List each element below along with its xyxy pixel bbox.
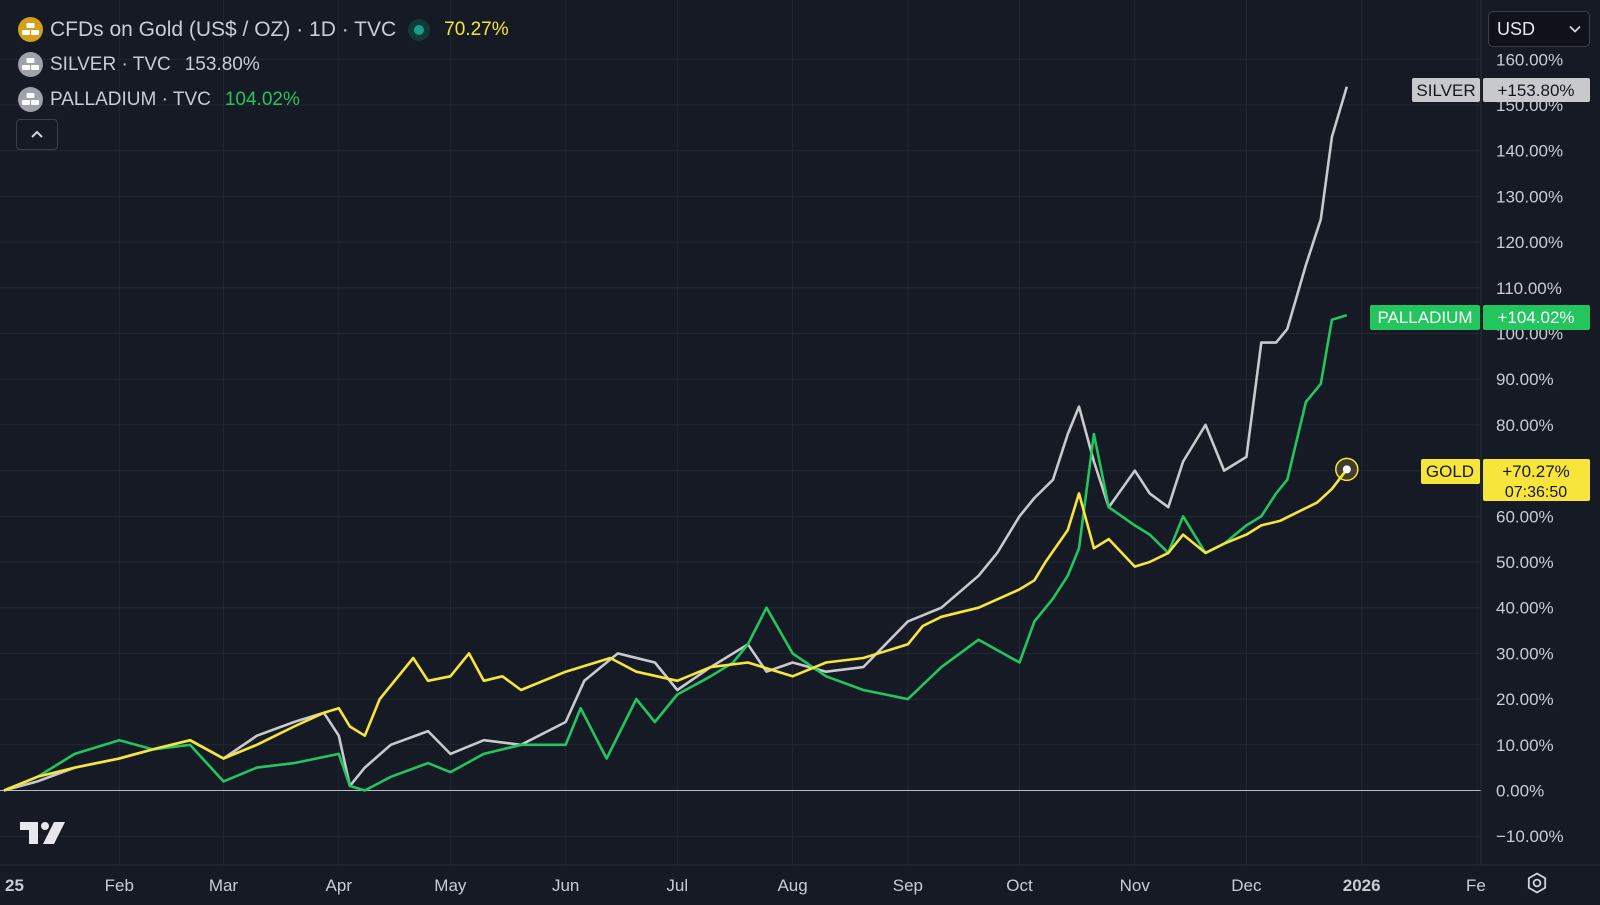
y-tick-label: 120.00%: [1496, 233, 1563, 252]
time-axis[interactable]: 25 Feb Mar Apr May Jun Jul Aug Sep Oct Nov Dec 2026 F…: [5, 876, 1486, 895]
gold-last-point-marker: [1335, 457, 1359, 482]
legend-palladium[interactable]: PALLADIUM · TVC 104.02%: [18, 82, 509, 117]
legend-gold[interactable]: CFDs on Gold (US$ / OZ) · 1D · TVC 70.27…: [18, 12, 509, 47]
silver-series-line: [3, 86, 1349, 792]
chevron-down-icon: [1569, 25, 1581, 33]
y-tick-label: 10.00%: [1496, 736, 1554, 755]
gold-countdown: 07:36:50: [1505, 484, 1567, 501]
currency-select-value: USD: [1497, 18, 1536, 39]
legend-silver-title: SILVER · TVC: [50, 53, 171, 75]
tradingview-logo[interactable]: [20, 820, 66, 851]
gold-bars-icon: [18, 17, 43, 42]
y-tick-label: 0.00%: [1496, 782, 1544, 801]
x-tick-label: Feb: [105, 876, 134, 895]
x-tick-label: 25: [5, 876, 24, 895]
silver-label-value: +153.80%: [1497, 81, 1574, 100]
settings-button[interactable]: [1526, 872, 1548, 899]
legend-collapse-button[interactable]: [16, 119, 58, 150]
silver-label-name: SILVER: [1416, 81, 1475, 100]
y-tick-label: 50.00%: [1496, 553, 1554, 572]
y-tick-label: 110.00%: [1496, 279, 1562, 298]
market-status-icon[interactable]: [408, 18, 431, 41]
palladium-label-value: +104.02%: [1497, 308, 1574, 327]
currency-select[interactable]: USD: [1488, 11, 1590, 47]
palladium-series-line: [3, 313, 1348, 792]
silver-price-label: SILVER +153.80%: [1412, 78, 1590, 102]
x-tick-label: Aug: [777, 876, 807, 895]
x-tick-label: Dec: [1231, 876, 1262, 895]
x-tick-label: Mar: [209, 876, 239, 895]
gold-label-name: GOLD: [1426, 462, 1474, 481]
legend-palladium-title: PALLADIUM · TVC: [50, 88, 211, 110]
last-point-dot: [1342, 465, 1351, 474]
price-axis[interactable]: −10.00% 0.00% 10.00% 20.00% 30.00% 40.00% 50.0…: [1496, 50, 1564, 846]
gold-price-label: GOLD +70.27% 07:36:50: [1421, 459, 1590, 501]
x-tick-label: Jun: [552, 876, 579, 895]
series-lines: [3, 86, 1349, 792]
legend-gold-title: CFDs on Gold (US$ / OZ) · 1D · TVC: [50, 17, 397, 41]
silver-bars-icon: [18, 52, 43, 77]
palladium-bars-icon: [18, 87, 43, 112]
legend-palladium-value: 104.02%: [224, 88, 300, 110]
x-tick-label: Jul: [666, 876, 688, 895]
palladium-price-label: PALLADIUM +104.02%: [1370, 305, 1590, 330]
y-tick-label: −10.00%: [1496, 827, 1564, 846]
legend-gold-value: 70.27%: [444, 18, 509, 40]
y-tick-label: 90.00%: [1496, 370, 1554, 389]
legend-silver[interactable]: SILVER · TVC 153.80%: [18, 47, 509, 82]
x-tick-label: Apr: [326, 876, 353, 895]
chevron-up-icon: [31, 130, 43, 138]
x-tick-label: Oct: [1006, 876, 1033, 895]
x-tick-label: Nov: [1120, 876, 1151, 895]
y-tick-label: 140.00%: [1496, 142, 1563, 161]
y-tick-label: 30.00%: [1496, 644, 1554, 663]
legend-silver-value: 153.80%: [184, 53, 260, 75]
gold-label-value: +70.27%: [1502, 462, 1570, 481]
y-tick-label: 80.00%: [1496, 416, 1554, 435]
price-labels: SILVER +153.80% PALLADIUM +104.02% GOLD …: [1370, 78, 1590, 501]
x-tick-label: 2026: [1343, 876, 1381, 895]
y-tick-label: 130.00%: [1496, 187, 1563, 206]
x-tick-label: Fe: [1466, 876, 1486, 895]
grid: [0, 0, 1481, 865]
x-tick-label: Sep: [893, 876, 923, 895]
y-tick-label: 60.00%: [1496, 507, 1554, 526]
x-tick-label: May: [434, 876, 467, 895]
y-tick-label: 40.00%: [1496, 599, 1554, 618]
legend: CFDs on Gold (US$ / OZ) · 1D · TVC 70.27…: [18, 12, 509, 117]
y-tick-label: 160.00%: [1496, 50, 1563, 69]
palladium-label-name: PALLADIUM: [1377, 308, 1472, 327]
y-tick-label: 20.00%: [1496, 690, 1554, 709]
gold-series-line: [3, 468, 1348, 792]
settings-icon: [1527, 872, 1547, 894]
